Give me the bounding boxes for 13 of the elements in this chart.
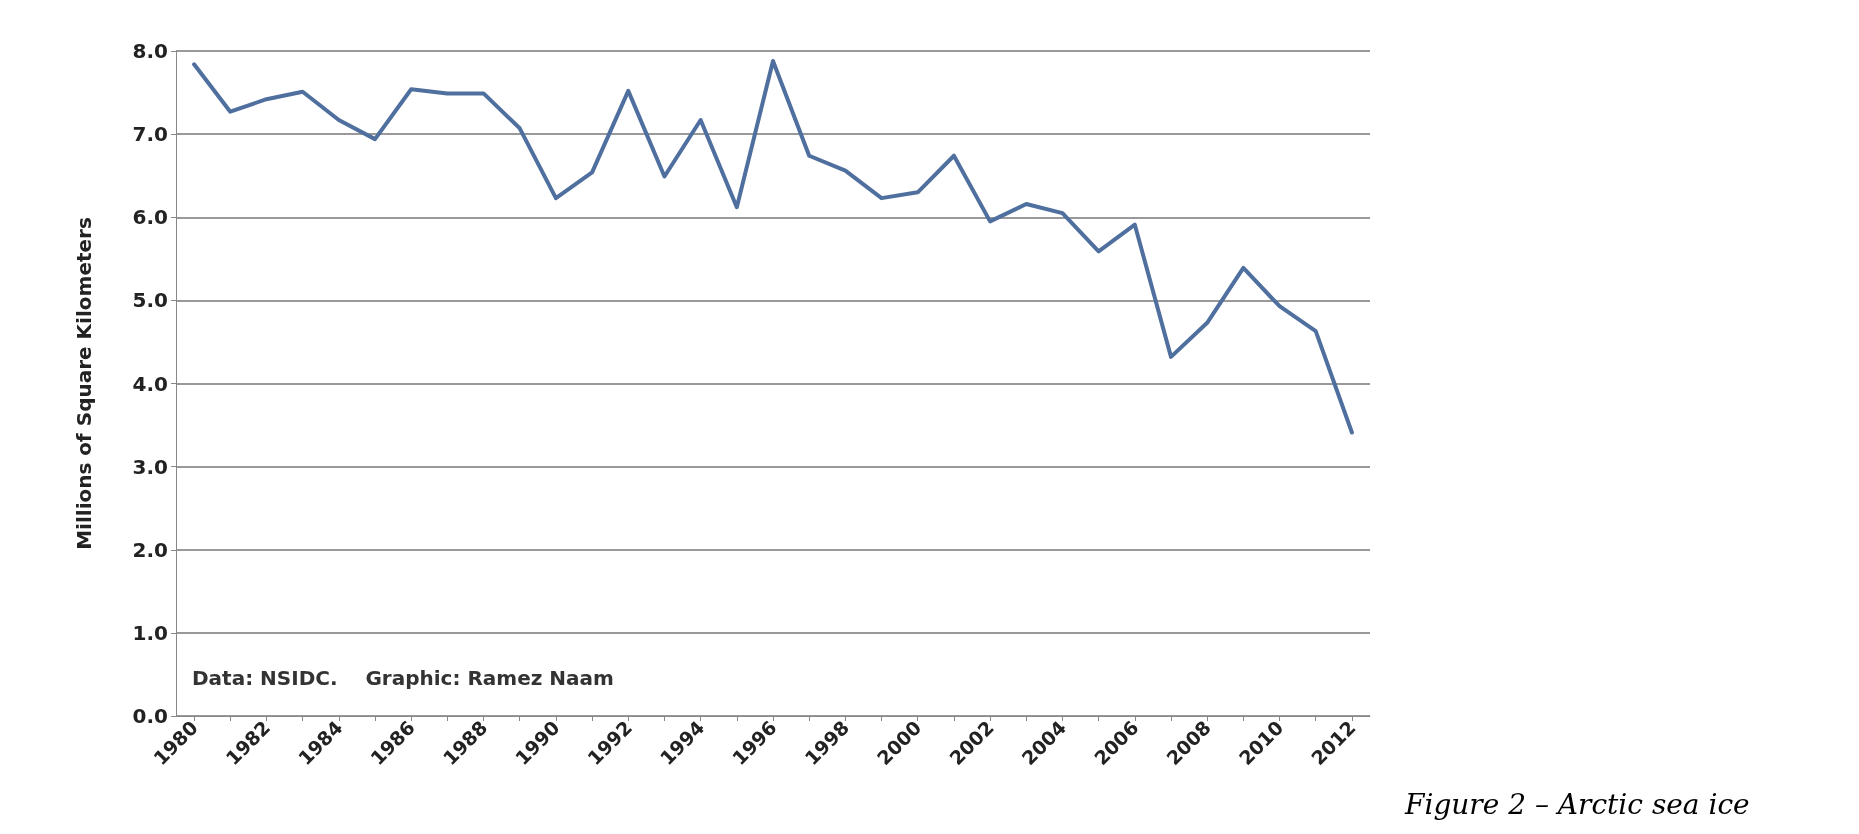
y-tick-label: 2.0 (132, 537, 168, 562)
y-tick-label: 6.0 (132, 205, 168, 230)
y-tick-label: 3.0 (132, 454, 168, 479)
y-tick-label: 7.0 (132, 122, 168, 147)
y-tick-label: 0.0 (132, 704, 168, 728)
line-series (192, 58, 1354, 435)
annotation: Data: NSIDC. Graphic: Ramez Naam (192, 666, 614, 690)
y-axis-title: Millions of Square Kilometers (72, 217, 96, 550)
y-tick-label: 8.0 (132, 39, 168, 63)
caption: Figure 2 – Arctic sea ice (1404, 787, 1750, 821)
y-tick-label: 4.0 (132, 371, 168, 396)
y-tick-label: 1.0 (132, 620, 168, 645)
y-tick-label: 5.0 (132, 288, 168, 313)
